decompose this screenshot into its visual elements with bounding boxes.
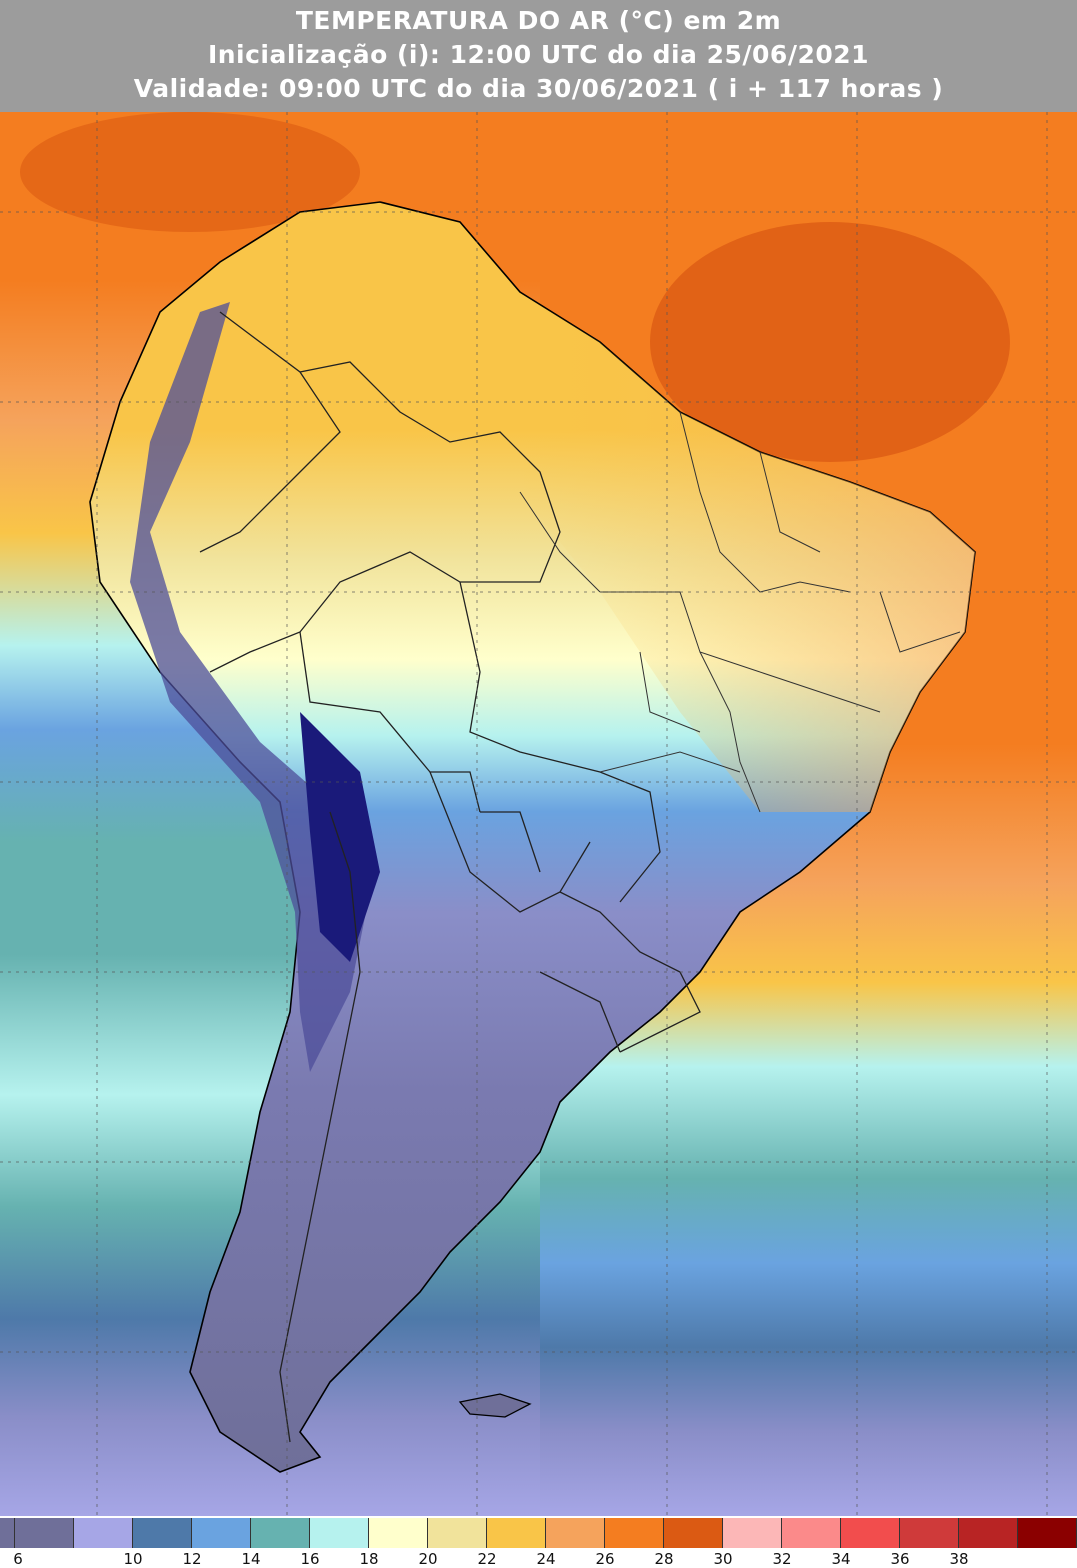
color-legend: 6 10 12 14 16 18 20 22 24 26 28 30 32 34 36 38 bbox=[0, 1516, 1077, 1568]
legend-label: 14 bbox=[241, 1550, 261, 1568]
legend-label: 24 bbox=[536, 1550, 556, 1568]
legend-swatch bbox=[428, 1518, 487, 1548]
legend-swatch bbox=[841, 1518, 900, 1548]
legend-label: 12 bbox=[182, 1550, 202, 1568]
legend-swatch bbox=[959, 1518, 1018, 1548]
legend-label: 28 bbox=[654, 1550, 674, 1568]
legend-label: 18 bbox=[359, 1550, 379, 1568]
legend-swatch bbox=[74, 1518, 133, 1548]
legend-label: 16 bbox=[300, 1550, 320, 1568]
caribbean-warm bbox=[20, 112, 360, 232]
legend-label: 34 bbox=[831, 1550, 851, 1568]
legend-swatch bbox=[251, 1518, 310, 1548]
legend-label: 20 bbox=[418, 1550, 438, 1568]
falklands bbox=[458, 1393, 532, 1418]
legend-label: 30 bbox=[713, 1550, 733, 1568]
legend-label: 22 bbox=[477, 1550, 497, 1568]
northeast-warm-overlay bbox=[520, 292, 975, 812]
legend-label: 38 bbox=[949, 1550, 969, 1568]
legend-label: 36 bbox=[890, 1550, 910, 1568]
legend-swatch bbox=[546, 1518, 605, 1548]
legend-swatch bbox=[782, 1518, 841, 1548]
state-borders bbox=[519, 411, 961, 813]
legend-swatch bbox=[605, 1518, 664, 1548]
legend-label: 32 bbox=[772, 1550, 792, 1568]
legend-swatch bbox=[723, 1518, 782, 1548]
lat-lon-grid bbox=[0, 112, 1077, 1516]
map-header: TEMPERATURA DO AR (°C) em 2m Inicializaç… bbox=[0, 0, 1077, 112]
legend-label: 6 bbox=[13, 1550, 23, 1568]
legend-swatch bbox=[15, 1518, 74, 1548]
andes-cold bbox=[130, 302, 370, 1072]
legend-label: 26 bbox=[595, 1550, 615, 1568]
legend-color-bar bbox=[0, 1518, 1077, 1548]
legend-swatch bbox=[664, 1518, 723, 1548]
map-title: TEMPERATURA DO AR (°C) em 2m bbox=[295, 6, 782, 35]
validity-text: Validade: 09:00 UTC do dia 30/06/2021 ( … bbox=[133, 74, 944, 103]
legend-label: 10 bbox=[123, 1550, 143, 1568]
legend-swatch bbox=[133, 1518, 192, 1548]
altiplano-core bbox=[300, 712, 380, 962]
legend-swatch bbox=[192, 1518, 251, 1548]
legend-swatch bbox=[487, 1518, 546, 1548]
legend-swatch bbox=[1018, 1518, 1077, 1548]
legend-swatch bbox=[900, 1518, 959, 1548]
temperature-map bbox=[0, 112, 1077, 1516]
legend-swatch bbox=[0, 1518, 15, 1548]
legend-swatch bbox=[310, 1518, 369, 1548]
legend-labels: 6 10 12 14 16 18 20 22 24 26 28 30 32 34 36 38 bbox=[0, 1550, 1077, 1568]
legend-swatch bbox=[369, 1518, 428, 1548]
initialization-text: Inicialização (i): 12:00 UTC do dia 25/0… bbox=[207, 40, 870, 69]
